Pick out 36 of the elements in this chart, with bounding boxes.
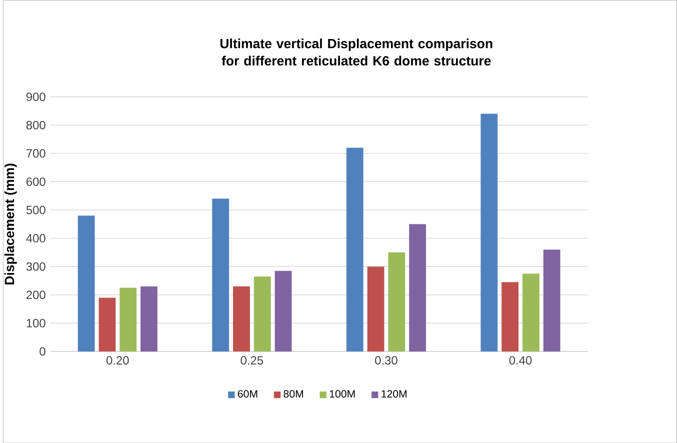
y-tick-label: 0 — [40, 347, 46, 356]
legend-label: 100M — [330, 390, 355, 398]
bar — [543, 249, 560, 352]
y-tick-label: 900 — [26, 92, 46, 101]
bar — [388, 252, 406, 352]
bar — [480, 114, 498, 352]
y-axis-title: Displacement (mm) — [4, 163, 17, 284]
bar — [254, 276, 271, 352]
y-tick-label: 700 — [26, 149, 46, 158]
legend-label: 120M — [382, 390, 406, 398]
bar — [120, 288, 137, 352]
y-tick-label: 100 — [26, 318, 46, 328]
y-tick-label: 400 — [26, 234, 46, 242]
legend-label: 80M — [284, 390, 304, 398]
y-tick-label: 500 — [26, 206, 46, 214]
bar — [140, 286, 158, 352]
y-tick-label: 200 — [26, 290, 46, 299]
bar — [233, 286, 250, 352]
bar — [502, 282, 519, 352]
bar — [409, 224, 426, 352]
x-tick-label: 0.40 — [509, 356, 532, 364]
legend-label: 60M — [238, 390, 258, 398]
y-tick-label: 300 — [26, 262, 46, 271]
x-tick-label: 0.20 — [106, 356, 129, 364]
y-tick-label: 800 — [26, 120, 46, 130]
bar — [274, 270, 292, 352]
bar — [367, 266, 384, 352]
bar — [98, 298, 116, 352]
x-tick-label: 0.25 — [240, 356, 264, 364]
bar — [522, 274, 540, 352]
bar — [78, 216, 95, 352]
bar — [212, 198, 230, 352]
y-tick-label: 600 — [26, 177, 46, 186]
bar — [346, 148, 364, 352]
chart-title: Ultimate vertical Displacement comparison for different reticulated K6 dome structure — [220, 38, 492, 66]
x-tick-label: 0.30 — [375, 356, 398, 364]
